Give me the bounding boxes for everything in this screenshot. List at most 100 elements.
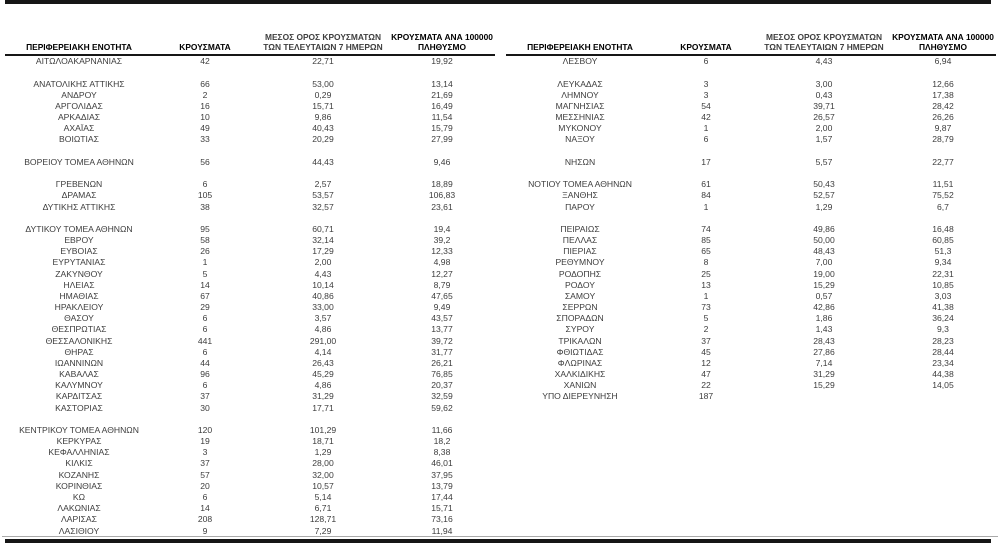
- cases-cell: 66: [200, 78, 210, 89]
- per100k-cell: 28,44: [932, 346, 954, 357]
- per100k-cell: 9,46: [433, 156, 451, 167]
- region-name-cell: ΣΕΡΡΩΝ: [562, 302, 598, 313]
- per100k-cell: 26,26: [932, 112, 954, 123]
- region-name-cell: ΡΟΔΟΠΗΣ: [558, 268, 602, 279]
- region-name-cell: ΝΑΞΟΥ: [565, 134, 595, 145]
- region-name-cell: ΝΟΤΙΟΥ ΤΟΜΕΑ ΑΘΗΝΩΝ: [528, 179, 632, 190]
- region-name-cell: ΠΕΙΡΑΙΩΣ: [560, 223, 600, 234]
- table-row: ΝΗΣΩΝ 17 5,57 22,77: [506, 157, 996, 168]
- region-name-cell: ΘΕΣΣΑΛΟΝΙΚΗΣ: [45, 335, 113, 346]
- per100k-cell: 9,87: [934, 123, 952, 134]
- column-header-per100k: ΚΡΟΥΣΜΑΤΑ ΑΝΑ 100000 ΠΛΗΘΥΣΜΟ: [391, 32, 493, 53]
- per100k-cell: 19,4: [433, 223, 451, 234]
- table-row: ΡΟΔΟΥ 13 15,29 10,85: [506, 279, 996, 290]
- per100k-cell: 28,23: [932, 335, 954, 346]
- table-row: ΛΑΡΙΣΑΣ 208 128,71 73,16: [5, 514, 495, 525]
- avg7days-cell: 50,00: [813, 235, 835, 246]
- table-row: ΑΙΤΩΛΟΑΚΑΡΝΑΝΙΑΣ 42 22,71 19,92: [5, 56, 495, 67]
- cases-cell: 17: [701, 156, 711, 167]
- avg7days-cell: 4,86: [314, 324, 332, 335]
- per100k-cell: 22,31: [932, 268, 954, 279]
- bottom-thick-rule: [5, 539, 991, 543]
- cases-cell: 16: [200, 100, 210, 111]
- cases-cell: 208: [197, 514, 213, 525]
- table-row: ΗΛΕΙΑΣ 14 10,14 8,79: [5, 279, 495, 290]
- table-row: ΓΡΕΒΕΝΩΝ 6 2,57 18,89: [5, 179, 495, 190]
- per100k-cell: 21,69: [431, 89, 453, 100]
- per100k-cell: 12,27: [431, 268, 453, 279]
- table-row: ΧΑΛΚΙΔΙΚΗΣ 47 31,29 44,38: [506, 369, 996, 380]
- per100k-cell: 75,52: [932, 190, 954, 201]
- spacer-row: [5, 145, 495, 156]
- table-row: ΑΡΚΑΔΙΑΣ 10 9,86 11,54: [5, 112, 495, 123]
- region-name-cell: ΑΧΑΪΑΣ: [63, 123, 95, 134]
- avg7days-cell: 48,43: [813, 246, 835, 257]
- avg7days-cell: 1,86: [815, 313, 833, 324]
- avg7days-cell: 20,29: [312, 134, 334, 145]
- cases-cell: 73: [701, 302, 711, 313]
- region-name-cell: ΚΙΛΚΙΣ: [65, 458, 93, 469]
- bottom-thin-rule: [2, 536, 998, 537]
- per100k-cell: 23,34: [932, 357, 954, 368]
- avg7days-cell: 31,29: [813, 369, 835, 380]
- avg7days-cell: 27,86: [813, 346, 835, 357]
- region-name-cell: ΚΟΡΙΝΘΙΑΣ: [55, 480, 103, 491]
- region-name-cell: ΚΑΛΥΜΝΟΥ: [55, 380, 103, 391]
- avg7days-cell: 60,71: [312, 223, 334, 234]
- per100k-cell: 76,85: [431, 369, 453, 380]
- per100k-cell: 43,57: [431, 313, 453, 324]
- region-name-cell: ΚΑΣΤΟΡΙΑΣ: [55, 402, 103, 413]
- table-row: ΚΑΣΤΟΡΙΑΣ 30 17,71 59,62: [5, 402, 495, 413]
- avg7days-cell: 6,71: [314, 503, 332, 514]
- avg7days-cell: 26,57: [813, 112, 835, 123]
- avg7days-cell: 19,00: [813, 268, 835, 279]
- avg7days-cell: 28,43: [813, 335, 835, 346]
- cases-cell: 105: [197, 190, 213, 201]
- top-rule: [5, 0, 991, 4]
- per100k-cell: 15,79: [431, 123, 453, 134]
- avg7days-cell: 1,29: [314, 447, 332, 458]
- table-row: ΔΡΑΜΑΣ 105 53,57 106,83: [5, 190, 495, 201]
- table-row: ΛΑΚΩΝΙΑΣ 14 6,71 15,71: [5, 503, 495, 514]
- table-row: ΠΕΙΡΑΙΩΣ 74 49,86 16,48: [506, 224, 996, 235]
- per100k-cell: 8,79: [433, 279, 451, 290]
- per100k-cell: 46,01: [431, 458, 453, 469]
- region-name-cell: ΞΑΝΘΗΣ: [562, 190, 598, 201]
- region-name-cell: ΛΕΥΚΑΔΑΣ: [557, 78, 603, 89]
- cases-cell: 8: [703, 257, 709, 268]
- table-row: ΛΕΣΒΟΥ 6 4,43 6,94: [506, 56, 996, 67]
- cases-cell: 6: [202, 346, 208, 357]
- table-row: ΚΑΒΑΛΑΣ 96 45,29 76,85: [5, 369, 495, 380]
- cases-cell: 5: [703, 313, 709, 324]
- avg7days-cell: 7,29: [314, 525, 332, 536]
- per100k-cell: 11,51: [932, 179, 954, 190]
- per100k-cell: 20,37: [431, 380, 453, 391]
- avg7days-cell: 4,86: [314, 380, 332, 391]
- avg7days-cell: 10,57: [312, 480, 334, 491]
- table-row: ΕΥΒΟΙΑΣ 26 17,29 12,33: [5, 246, 495, 257]
- region-name-cell: ΚΕΦΑΛΛΗΝΙΑΣ: [48, 447, 110, 458]
- table-row: ΠΑΡΟΥ 1 1,29 6,7: [506, 201, 996, 212]
- region-name-cell: ΣΑΜΟΥ: [564, 290, 596, 301]
- table-body: ΛΕΣΒΟΥ 6 4,43 6,94 ΛΕΥΚΑΔΑΣ 3 3,00 12,66 ΛΗΜΝΟΥ 3…: [506, 56, 996, 402]
- spacer-row: [5, 414, 495, 425]
- region-name-cell: ΙΩΑΝΝΙΝΩΝ: [54, 357, 104, 368]
- region-name-cell: ΗΡΑΚΛΕΙΟΥ: [54, 302, 104, 313]
- region-name-cell: ΔΥΤΙΚΟΥ ΤΟΜΕΑ ΑΘΗΝΩΝ: [25, 223, 133, 234]
- region-name-cell: ΣΠΟΡΑΔΩΝ: [556, 313, 604, 324]
- table-row: ΚΑΛΥΜΝΟΥ 6 4,86 20,37: [5, 380, 495, 391]
- cases-cell: 20: [200, 480, 210, 491]
- region-name-cell: ΜΑΓΝΗΣΙΑΣ: [555, 100, 605, 111]
- cases-cell: 13: [701, 279, 711, 290]
- avg7days-cell: 42,86: [813, 302, 835, 313]
- avg7days-cell: 28,00: [312, 458, 334, 469]
- cases-cell: 1: [202, 257, 208, 268]
- per100k-cell: 11,66: [431, 424, 453, 435]
- avg7days-cell: 44,43: [312, 156, 334, 167]
- spacer-row: [5, 67, 495, 78]
- per100k-cell: 4,98: [433, 257, 451, 268]
- region-name-cell: ΝΗΣΩΝ: [564, 156, 596, 167]
- avg7days-cell: 9,86: [314, 112, 332, 123]
- avg7days-cell: 50,43: [813, 179, 835, 190]
- table-row: ΑΧΑΪΑΣ 49 40,43 15,79: [5, 123, 495, 134]
